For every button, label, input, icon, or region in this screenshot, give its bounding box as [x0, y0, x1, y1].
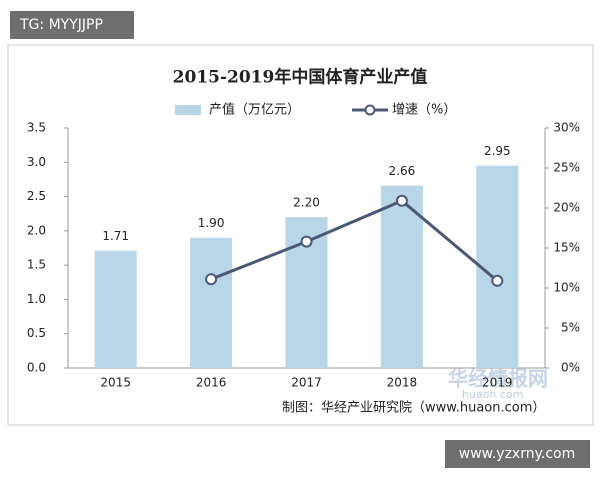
watermark: huaon.com	[462, 388, 523, 401]
line-marker	[395, 194, 408, 207]
legend-swatch	[364, 104, 376, 116]
y2-tick-label: 30%	[553, 121, 580, 135]
y-tick-label: 2.0	[27, 223, 46, 237]
legend-swatch	[175, 105, 201, 115]
watermark: TG: MYYJJPP	[19, 17, 103, 33]
overlay-box	[10, 11, 134, 39]
data-label: 2.95	[484, 144, 511, 158]
data-label: 2.20	[293, 196, 320, 210]
legend-label: 产值（万亿元）	[209, 102, 300, 118]
line	[210, 199, 499, 282]
x-tick-label: 2015	[100, 376, 131, 390]
bar	[380, 185, 423, 368]
data-label: 1.71	[102, 229, 129, 243]
legend-label: 增速（%）	[392, 103, 456, 118]
bar	[476, 165, 519, 368]
line-marker	[300, 235, 313, 248]
bar	[94, 250, 137, 368]
data-label: 2.66	[389, 164, 416, 178]
x-tick-label: 2018	[387, 376, 418, 390]
y-tick-label: 0.0	[27, 361, 46, 375]
y-tick-label: 3.5	[27, 121, 46, 135]
data-label: 1.90	[198, 216, 225, 230]
y-tick-label: 1.0	[27, 292, 46, 306]
y2-tick-label: 20%	[553, 201, 580, 215]
y-tick-label: 2.5	[27, 189, 46, 203]
y2-tick-label: 10%	[553, 281, 580, 295]
y-tick-label: 1.5	[27, 258, 46, 272]
watermark: 华经情报网	[448, 367, 548, 391]
source: 制图：华经产业研究院（www.huaon.com）	[282, 401, 545, 416]
chart-title: 2015-2019年中国体育产业产值	[173, 67, 428, 88]
watermark: www.yzxrny.com	[459, 446, 575, 462]
y2-tick-label: 5%	[561, 321, 580, 335]
line-marker	[491, 274, 504, 287]
x-tick-label: 2017	[291, 376, 322, 390]
x-tick-label: 2016	[196, 376, 227, 390]
bar	[190, 237, 233, 368]
line-marker	[205, 273, 218, 286]
y2-tick-label: 0%	[561, 361, 580, 375]
x-tick-label: 2019	[482, 376, 513, 390]
y-tick-label: 3.0	[27, 155, 46, 169]
y2-tick-label: 15%	[553, 241, 580, 255]
overlay-box	[445, 440, 590, 468]
y-tick-label: 0.5	[27, 326, 46, 340]
y2-tick-label: 25%	[553, 161, 580, 175]
